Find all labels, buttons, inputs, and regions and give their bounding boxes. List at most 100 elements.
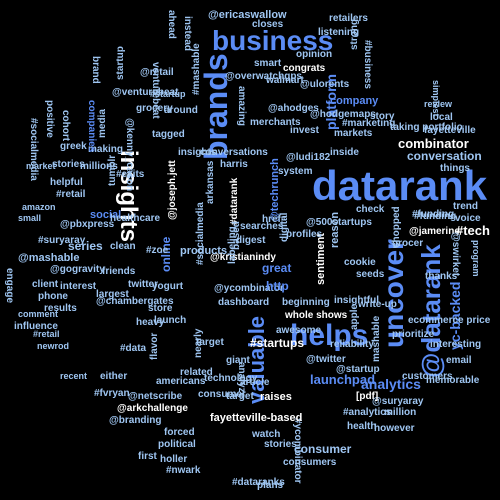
cloud-word: [pdf] [356, 391, 379, 402]
cloud-word: grocer [392, 238, 424, 249]
cloud-word: series [68, 239, 103, 253]
cloud-word: healthcare [110, 213, 161, 224]
cloud-word: #fvryan [94, 388, 130, 399]
cloud-word: @500startups [306, 217, 372, 228]
cloud-word: invest [290, 125, 319, 136]
cloud-word: @netscribe [128, 391, 183, 402]
cloud-word: small [18, 213, 42, 223]
cloud-word: americans [156, 376, 206, 387]
cloud-word: #exits [116, 169, 145, 180]
cloud-word: media [97, 109, 108, 138]
cloud-word: datarank [312, 162, 488, 209]
cloud-word: interest [60, 281, 97, 292]
cloud-word: #analytics [343, 407, 392, 418]
cloud-word: however [374, 423, 415, 434]
cloud-word: thanks [425, 271, 458, 282]
cloud-word: insightful [334, 295, 379, 306]
cloud-word: greek [60, 141, 87, 152]
cloud-word: #tech [456, 223, 490, 238]
cloud-word: @twitter [306, 354, 346, 365]
cloud-word: analytics [361, 376, 421, 392]
cloud-word: interesting [430, 339, 482, 350]
cloud-word: reliability [330, 339, 374, 350]
cloud-word: social [90, 209, 122, 221]
cloud-word: closes [252, 19, 284, 30]
cloud-word: @jamerine [409, 226, 460, 237]
cloud-word: raises [260, 391, 292, 403]
cloud-word: seeds [356, 269, 385, 280]
cloud-word: #socialmedia [28, 118, 39, 181]
cloud-word: #ycombinator [292, 418, 303, 484]
cloud-word: congrats [283, 63, 326, 74]
cloud-word: making [88, 144, 124, 155]
cloud-word: target [226, 391, 254, 402]
cloud-word: #marketing [342, 118, 396, 129]
cloud-word: watch [252, 429, 281, 440]
cloud-word: launchpad [310, 372, 376, 387]
cloud-word: #retail [33, 329, 60, 339]
cloud-word: @ludi182 [286, 152, 331, 163]
cloud-word: @pbxpress [60, 219, 115, 230]
cloud-word: either [100, 371, 128, 382]
cloud-word: insights [178, 147, 217, 158]
cloud-word: market [26, 161, 56, 171]
cloud-word: #funding [414, 211, 457, 222]
cloud-word: brand [90, 56, 101, 84]
cloud-word: ahead [166, 10, 177, 39]
cloud-word: twitter [128, 279, 158, 290]
cloud-word: digest [236, 235, 266, 246]
cloud-word: fayetteville-based [210, 412, 303, 424]
cloud-word: amazon [22, 202, 56, 212]
cloud-word: millions [80, 161, 118, 172]
cloud-word: inside [330, 147, 359, 158]
cloud-word: #business [362, 40, 373, 89]
cloud-word: #mashable [191, 43, 202, 95]
cloud-word: memorable [426, 375, 480, 386]
cloud-word: political [158, 439, 196, 450]
cloud-word: harris [220, 159, 248, 170]
cloud-word: phone [38, 291, 68, 302]
cloud-word: client [32, 279, 59, 290]
cloud-word: trend [453, 201, 478, 212]
cloud-word: email [446, 355, 472, 366]
cloud-word: beginning [282, 297, 330, 308]
cloud-word: instead [182, 16, 193, 52]
cloud-word: #socialmedia [195, 202, 206, 265]
cloud-word: consumers [283, 457, 337, 468]
cloud-word: awesome [276, 325, 322, 336]
cloud-word: cookie [344, 257, 376, 268]
cloud-word: http [266, 279, 289, 293]
cloud-word: story [370, 111, 395, 122]
cloud-word: technology [204, 373, 258, 384]
cloud-word: #nwark [166, 465, 201, 476]
cloud-word: #startup [150, 89, 186, 99]
cloud-word: #data [120, 343, 147, 354]
cloud-word: @hodgemaps [310, 109, 376, 120]
cloud-word: companies [86, 100, 97, 153]
cloud-word: heavy [136, 317, 165, 328]
cloud-word: prioritize [392, 329, 435, 340]
cloud-word: cohort [60, 110, 71, 142]
cloud-word: review [424, 99, 453, 109]
cloud-word: friends [102, 266, 136, 277]
cloud-word: influence [14, 321, 58, 332]
cloud-word: consumer [294, 442, 352, 456]
cloud-word: opinion [296, 49, 333, 60]
cloud-word: positive [44, 100, 55, 138]
cloud-word: @swirket [450, 232, 461, 277]
cloud-word: helps [290, 319, 369, 352]
cloud-word: @mashable [18, 252, 80, 264]
cloud-word: #funding [412, 209, 455, 220]
cloud-word: great [262, 261, 292, 275]
cloud-word: href= [262, 214, 287, 225]
cloud-word: @datarank [416, 244, 446, 378]
cloud-word: products [180, 245, 228, 257]
cloud-word: business [212, 25, 334, 56]
cloud-word: @suryaray [372, 396, 424, 407]
cloud-word: startup [115, 46, 126, 80]
cloud-word: #suryaray [38, 235, 86, 246]
cloud-word: engage [4, 268, 15, 304]
cloud-word: markets [334, 128, 373, 139]
cloud-word: combinator [398, 136, 469, 151]
cloud-word: comment [18, 309, 59, 319]
